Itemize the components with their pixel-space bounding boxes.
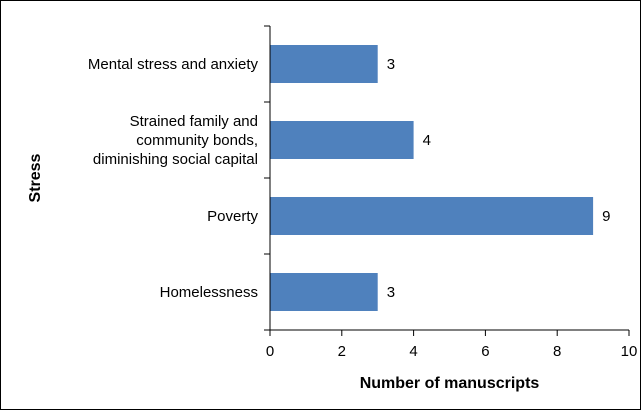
y-axis-title: Stress	[27, 153, 44, 202]
x-axis-title: Number of manuscripts	[360, 375, 540, 392]
category-label: Strained family and community bonds, dimin…	[93, 113, 258, 168]
category-labels: Mental stress and anxiety Strained family…	[88, 56, 259, 301]
x-tick-label: 0	[266, 343, 274, 360]
data-label: 3	[387, 284, 395, 301]
data-label: 4	[423, 132, 431, 149]
x-tick-label: 4	[409, 343, 417, 360]
x-tick-label: 6	[481, 343, 489, 360]
data-labels: 3 4 9 3	[387, 56, 611, 301]
category-label: Homelessness	[160, 284, 258, 301]
bar	[270, 273, 378, 311]
bar	[270, 45, 378, 83]
category-label: Poverty	[207, 208, 258, 225]
x-axis-ticks: 0 2 4 6 8 10	[266, 330, 638, 360]
y-axis-ticks	[264, 25, 270, 331]
data-label: 3	[387, 56, 395, 73]
bar	[270, 121, 414, 159]
category-label: Mental stress and anxiety	[88, 56, 259, 73]
bars	[270, 45, 594, 311]
x-tick-label: 2	[338, 343, 346, 360]
bar	[270, 197, 594, 235]
x-tick-label: 8	[553, 343, 561, 360]
data-label: 9	[602, 208, 610, 225]
x-tick-label: 10	[621, 343, 638, 360]
